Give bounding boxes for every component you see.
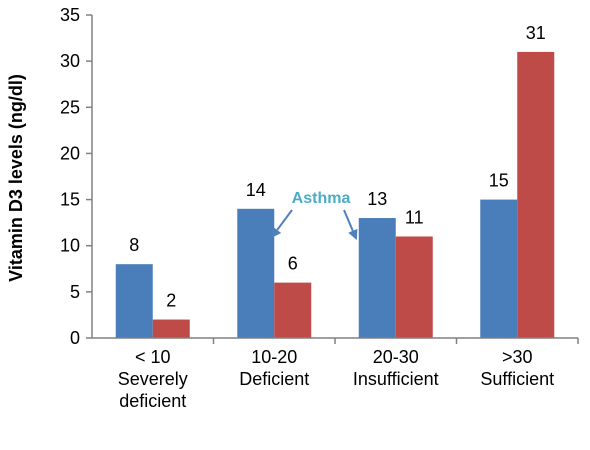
category-label: Severely	[118, 369, 188, 389]
y-tick-label: 25	[60, 97, 80, 117]
category-label: >30	[502, 347, 533, 367]
category-label: 10-20	[251, 347, 297, 367]
annotation-arrowhead-right	[348, 228, 358, 240]
data-label: 8	[129, 235, 139, 255]
bar-series-1	[358, 218, 396, 338]
category-label: deficient	[119, 391, 186, 411]
data-label: 13	[367, 189, 387, 209]
category-label: < 10	[135, 347, 171, 367]
category-label: 20-30	[373, 347, 419, 367]
y-tick-label: 10	[60, 236, 80, 256]
y-tick-label: 0	[70, 328, 80, 348]
y-tick-label: 20	[60, 143, 80, 163]
bar-series-1	[115, 264, 153, 338]
bar-series-2	[517, 51, 555, 339]
bars	[115, 51, 555, 339]
data-label: 2	[166, 291, 176, 311]
annotation-arrow-right	[343, 209, 354, 232]
annotation-arrowhead-left	[271, 226, 282, 238]
bar-series-2	[152, 319, 190, 338]
data-label: 14	[246, 180, 266, 200]
bar-series-2	[395, 236, 433, 338]
category-label: Insufficient	[353, 369, 439, 389]
y-tick-label: 5	[70, 282, 80, 302]
asthma-annotation: Asthma	[271, 190, 358, 240]
data-label: 15	[489, 171, 509, 191]
y-axis-label: Vitamin D3 levels (ng/dl)	[6, 74, 26, 282]
y-tick-label: 15	[60, 190, 80, 210]
y-axis-ticks: 0 5 10 15 20 25 30 35	[60, 5, 579, 348]
category-label: Sufficient	[480, 369, 554, 389]
y-tick-label: 35	[60, 5, 80, 25]
annotation-label: Asthma	[292, 190, 351, 207]
bar-series-1	[480, 199, 518, 338]
data-labels: 8 2 14 6 13 11 15 31	[129, 23, 546, 311]
data-label: 6	[288, 254, 298, 274]
annotation-arrow-left	[276, 209, 293, 231]
bar-series-2	[274, 282, 312, 338]
bar-series-1	[237, 208, 275, 338]
data-label: 31	[526, 23, 546, 43]
y-tick-label: 30	[60, 51, 80, 71]
category-label: Deficient	[239, 369, 309, 389]
data-label: 11	[405, 207, 424, 227]
